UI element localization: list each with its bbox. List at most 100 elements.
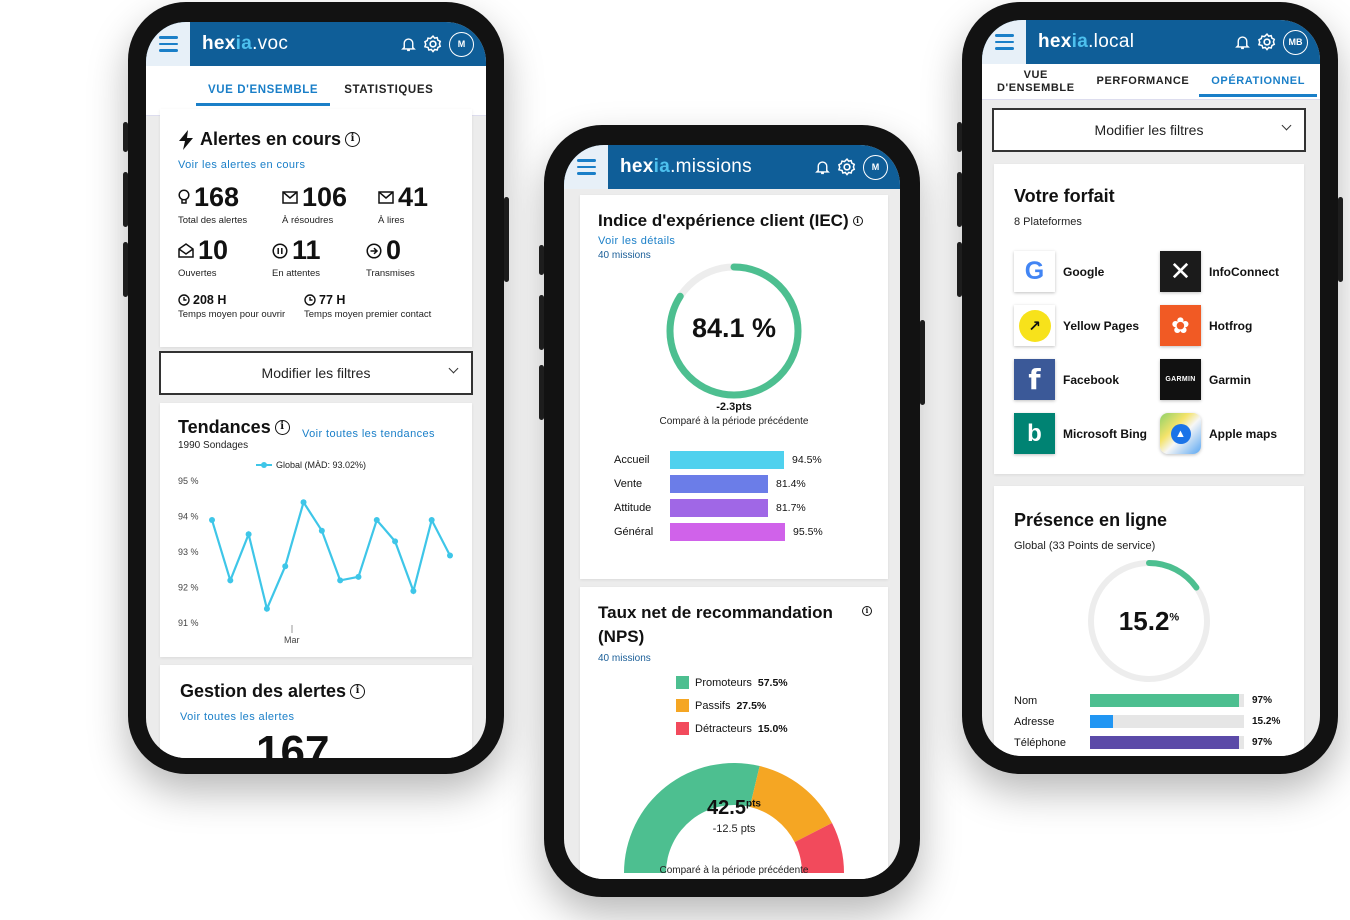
bell-icon[interactable] [1234,33,1251,51]
bar-row: Vente 81.4% [614,475,806,493]
y-tick-label: 95 % [178,476,199,486]
iec-card: Indice d'expérience client (IEC) i Voir … [580,195,888,579]
data-point [209,517,215,524]
phone-side-button [920,320,925,405]
avatar[interactable]: MB [1283,29,1308,55]
stat-total-value: 168 [194,182,240,212]
bar-category-label: Adresse [1014,715,1055,728]
screen-local: hexia.local MB VUE D'ENSEMBLE PERFORMANCE… [982,20,1320,756]
alerts-link[interactable]: Voir les alertes en cours [178,159,306,171]
iec-count: 40 missions [598,250,651,261]
bar [670,499,768,517]
info-icon[interactable]: i [274,420,290,435]
presence-gauge-arc [1088,560,1210,682]
legend-item: Promoteurs 57.5% [676,671,876,694]
iec-link[interactable]: Voir les détails [598,235,676,247]
info-icon[interactable]: i [350,684,366,699]
platform-google: G Google [1014,251,1104,292]
alert-management-title: Gestion des alertes [180,681,347,701]
phone-side-button [539,365,544,420]
infoconnect-logo-icon: ✕ [1160,251,1201,292]
phone-side-button [504,197,509,282]
chevron-down-icon [448,363,459,374]
bar-category-label: Accueil [614,454,650,466]
info-icon[interactable]: i [862,606,872,616]
lightning-icon [179,129,193,150]
bar-row: Général 95.5% [614,523,823,541]
pause-icon [272,242,288,259]
stat-transmitted-value: 0 [386,235,402,265]
presence-bar-chart: Nom 97% Adresse 15.2% Téléphone 97% [994,694,1304,756]
legend-label: Promoteurs [695,676,752,689]
yellow-pages-logo-icon: ↗ [1014,305,1055,346]
data-point [373,517,380,524]
time-contact-value: 77 H [319,293,346,307]
stat-pending-value: 11 [292,235,321,265]
data-point [428,517,435,524]
info-icon[interactable]: i [852,216,863,226]
alerts-title: Alertes en cours [200,129,342,149]
bar-value-label: 81.4% [776,478,806,490]
info-icon[interactable]: i [345,132,361,147]
legend-value: 15.0% [757,722,788,735]
platform-bing: b Microsoft Bing [1014,413,1147,454]
bell-icon[interactable] [814,158,831,176]
avatar[interactable]: M [449,31,474,57]
screen-voc: hexia.voc M VUE D'ENSEMBLE STATISTIQUES … [146,22,486,758]
data-point [300,499,307,506]
avatar[interactable]: M [863,154,888,180]
phone-side-button [539,295,544,350]
bell-icon[interactable] [400,35,417,53]
nps-delta: -12.5 pts [712,823,756,835]
gear-icon[interactable] [837,157,857,177]
iec-compare: Comparé à la période précédente [659,416,809,427]
stat-open-value: 10 [198,235,229,265]
iec-delta: -2.3pts [716,401,752,413]
tab-operational[interactable]: OPÉRATIONNEL [1199,75,1317,97]
menu-button[interactable] [982,20,1026,64]
bing-logo-icon: b [1014,413,1055,454]
bar-category-label: Attitude [614,502,652,514]
trends-link[interactable]: Voir toutes les tendances [302,428,435,440]
clock-icon [178,294,190,306]
bar [670,451,784,469]
phone-side-button [123,242,128,297]
nps-count: 40 missions [598,653,651,664]
arrow-circle-icon [366,242,382,259]
plan-title: Votre forfait [1014,186,1115,206]
series-line [210,499,451,613]
gauge-segment [624,763,760,873]
time-open-value: 208 H [193,293,227,307]
bar-value-label: 15.2% [1252,716,1281,727]
presence-value: 15.2% [1118,606,1180,636]
y-tick-label: 94 % [178,512,199,522]
nps-legend: Promoteurs 57.5% Passifs 27.5% Détracteurs 15… [676,671,876,740]
menu-button[interactable] [146,22,190,66]
phone-voc: hexia.voc M VUE D'ENSEMBLE STATISTIQUES … [123,2,509,774]
trends-line-chart: Global (MÀD: 93.02%) 95 % 94 % 93 % 92 % 91 %… [178,460,453,645]
gauge-segment [749,766,833,843]
platform-garmin: GARMIN Garmin [1160,359,1251,400]
alert-management-link[interactable]: Voir toutes les alertes [180,711,295,723]
app-bar: hexia.local MB [982,20,1320,64]
tab-performance[interactable]: PERFORMANCE [1096,75,1190,87]
data-point [245,531,252,538]
app-bar: hexia.missions M [564,145,900,189]
legend-swatch [676,699,689,712]
tab-statistics[interactable]: STATISTIQUES [344,84,434,96]
filter-dropdown[interactable]: Modifier les filtres [159,351,473,395]
legend-value: 27.5% [736,699,767,712]
tab-overview[interactable]: VUE D'ENSEMBLE [996,68,1075,94]
gear-icon[interactable] [1257,32,1277,52]
menu-button[interactable] [564,145,608,189]
bar [670,475,768,493]
stat-open-label: Ouvertes [178,268,217,279]
alerts-card: Alertes en cours i Voir les alertes en c… [160,109,472,347]
legend-item: Passifs 27.5% [676,694,876,717]
phone-side-button [123,172,128,227]
filter-dropdown[interactable]: Modifier les filtres [992,108,1306,152]
tab-overview[interactable]: VUE D'ENSEMBLE [195,84,331,106]
bar-value-label: 94.5% [792,454,822,466]
gear-icon[interactable] [423,34,443,54]
brand-logo: hexia.local [1038,31,1135,52]
